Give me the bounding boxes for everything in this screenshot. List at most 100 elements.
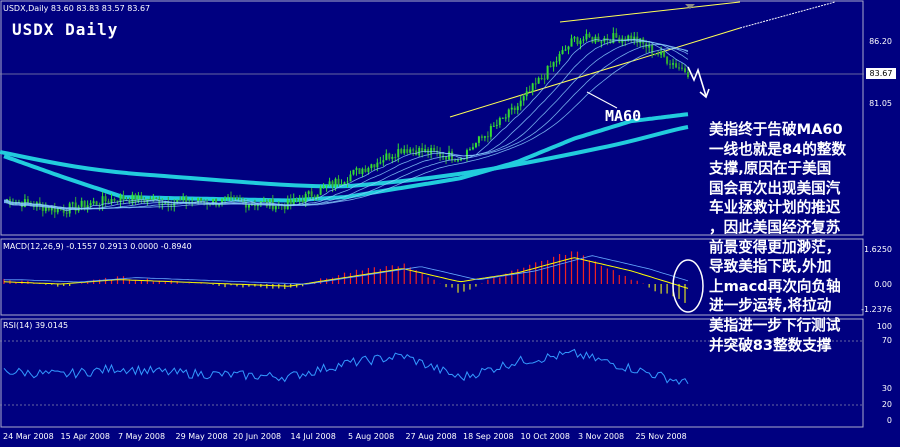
price-bar-body bbox=[224, 197, 227, 199]
price-bar-body bbox=[235, 198, 238, 200]
price-bar-body bbox=[430, 148, 433, 154]
ma60-label: MA60 bbox=[605, 107, 642, 125]
price-bar-body bbox=[519, 100, 522, 107]
price-bar-body bbox=[283, 205, 286, 210]
price-panel-frame bbox=[0, 0, 864, 236]
price-bar-body bbox=[492, 125, 495, 127]
price-bar-body bbox=[663, 51, 666, 57]
price-bar-body bbox=[182, 196, 185, 201]
price-bar-body bbox=[388, 153, 391, 159]
price-bar-body bbox=[116, 200, 119, 202]
price-bar-body bbox=[525, 91, 528, 97]
x-tick-label: 24 Mar 2008 bbox=[3, 432, 54, 441]
price-bar-body bbox=[573, 37, 576, 39]
price-bar-body bbox=[47, 207, 50, 211]
price-bar-body bbox=[185, 196, 188, 204]
comment-line: 支撑,原因在于美国 bbox=[709, 160, 832, 178]
price-bar-body bbox=[44, 207, 47, 211]
price-bar-body bbox=[53, 206, 56, 213]
price-bar-body bbox=[167, 201, 170, 206]
price-bar-body bbox=[522, 96, 525, 101]
price-bar-body bbox=[633, 36, 636, 41]
price-bar-body bbox=[675, 63, 678, 68]
x-tick-label: 7 May 2008 bbox=[118, 432, 166, 441]
x-tick-label: 3 Nov 2008 bbox=[578, 432, 625, 441]
price-bar-body bbox=[549, 65, 552, 67]
price-bar-body bbox=[274, 205, 277, 210]
price-bar-body bbox=[418, 147, 421, 156]
price-bar-body bbox=[322, 186, 325, 188]
price-bar-body bbox=[543, 78, 546, 80]
price-bar-body bbox=[227, 196, 230, 198]
macd-header: MACD(12,26,9) -0.1557 0.2913 0.0000 -0.8… bbox=[3, 242, 192, 251]
price-bar-body bbox=[340, 184, 343, 186]
price-bar-body bbox=[468, 149, 471, 151]
price-bar-body bbox=[627, 35, 630, 41]
price-bar-body bbox=[122, 195, 125, 201]
price-bar-body bbox=[289, 199, 292, 205]
price-bar-body bbox=[528, 91, 531, 93]
price-bar-body bbox=[364, 168, 367, 172]
price-bar-body bbox=[409, 149, 412, 153]
price-bar-body bbox=[379, 162, 382, 164]
price-bar-body bbox=[361, 168, 364, 175]
macd-line bbox=[4, 255, 689, 285]
price-bar-body bbox=[507, 109, 510, 118]
price-bar-body bbox=[355, 168, 358, 170]
x-tick-label: 29 May 2008 bbox=[175, 432, 228, 441]
price-bar-body bbox=[636, 36, 639, 44]
price-bar-body bbox=[41, 204, 44, 211]
rsi-y-tick: 30 bbox=[881, 384, 892, 393]
price-bar-body bbox=[564, 49, 567, 51]
price-bar-body bbox=[134, 194, 137, 202]
price-bar-body bbox=[50, 206, 53, 211]
price-bar-body bbox=[119, 195, 122, 202]
comment-line: 一线也就是84的整数 bbox=[709, 140, 847, 158]
price-bar-body bbox=[62, 209, 65, 213]
price-bar-body bbox=[648, 44, 651, 48]
analysis-comment: 美指终于告破MA60 一线也就是84的整数 支撑,原因在于美国 国会再次出现美国… bbox=[709, 120, 899, 355]
ma-long-line bbox=[0, 150, 351, 189]
price-bar-body bbox=[140, 195, 143, 200]
price-bar-body bbox=[373, 164, 376, 168]
price-bar-body bbox=[328, 181, 331, 186]
price-bar-body bbox=[504, 117, 507, 119]
ma-ribbon-line bbox=[3, 40, 689, 209]
price-bar-body bbox=[558, 54, 561, 62]
ma60-line bbox=[3, 112, 689, 203]
price-header: USDX,Daily 83.60 83.83 83.57 83.67 bbox=[3, 4, 151, 13]
price-bar-body bbox=[424, 149, 427, 152]
price-bar-body bbox=[128, 200, 131, 204]
price-bar-body bbox=[615, 33, 618, 38]
price-bar-body bbox=[385, 153, 388, 161]
x-tick-label: 14 Jul 2008 bbox=[290, 432, 336, 441]
comment-line: 国会再次出现美国汽 bbox=[709, 179, 841, 197]
price-bar-body bbox=[669, 63, 672, 65]
x-tick-label: 15 Apr 2008 bbox=[60, 432, 110, 441]
price-bar-body bbox=[83, 200, 86, 209]
macd-signal-line bbox=[3, 255, 689, 289]
price-bar-body bbox=[295, 198, 298, 201]
price-bar-body bbox=[307, 191, 310, 194]
ma-ribbon bbox=[3, 38, 689, 212]
price-bar-body bbox=[397, 149, 400, 158]
price-bar-body bbox=[221, 198, 224, 205]
ma-ribbon-line bbox=[3, 39, 689, 210]
price-bar-body bbox=[403, 149, 406, 154]
price-bar-body bbox=[253, 204, 256, 207]
x-tick-label: 10 Oct 2008 bbox=[520, 432, 570, 441]
price-bar-body bbox=[687, 72, 689, 78]
macd-y-tick: -1.2376 bbox=[861, 305, 892, 314]
price-bar-body bbox=[672, 63, 675, 65]
rsi-panel-frame bbox=[0, 318, 864, 428]
price-bar-body bbox=[310, 191, 313, 197]
resistance-trendline bbox=[559, 1, 741, 23]
price-bar-body bbox=[585, 33, 588, 40]
price-bar-body bbox=[262, 201, 265, 203]
price-bar-body bbox=[137, 195, 140, 202]
rsi-y-tick: 0 bbox=[886, 416, 892, 425]
support-trendline bbox=[449, 27, 741, 118]
price-bar-body bbox=[65, 212, 68, 214]
price-bar-body bbox=[316, 194, 319, 198]
